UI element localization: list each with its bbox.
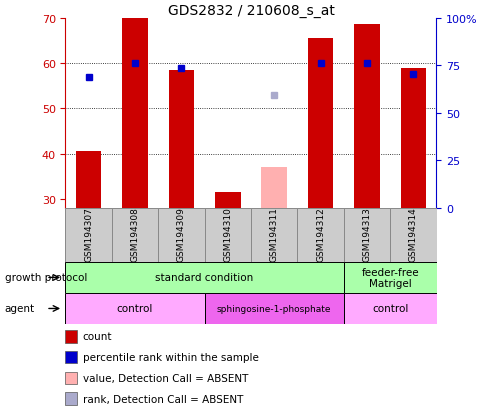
Bar: [353, 25, 379, 209]
Bar: [343, 209, 389, 262]
Text: GSM194314: GSM194314: [408, 207, 417, 262]
Text: percentile rank within the sample: percentile rank within the sample: [83, 352, 258, 362]
Text: GSM194308: GSM194308: [130, 207, 139, 262]
Bar: [204, 293, 343, 324]
Text: GSM194307: GSM194307: [84, 207, 93, 262]
Text: growth protocol: growth protocol: [5, 273, 87, 283]
Text: rank, Detection Call = ABSENT: rank, Detection Call = ABSENT: [83, 394, 242, 404]
Bar: [261, 168, 287, 209]
Bar: [168, 71, 194, 209]
Title: GDS2832 / 210608_s_at: GDS2832 / 210608_s_at: [167, 4, 334, 18]
Bar: [343, 262, 436, 293]
Bar: [76, 152, 101, 209]
Text: sphingosine-1-phosphate: sphingosine-1-phosphate: [216, 304, 331, 313]
Text: GSM194309: GSM194309: [177, 207, 185, 262]
Bar: [65, 262, 343, 293]
Bar: [214, 193, 240, 209]
Bar: [65, 392, 76, 405]
Bar: [65, 330, 76, 343]
Bar: [65, 293, 204, 324]
Bar: [297, 209, 343, 262]
Text: agent: agent: [5, 304, 35, 314]
Text: standard condition: standard condition: [155, 273, 253, 283]
Bar: [65, 351, 76, 363]
Bar: [65, 372, 76, 384]
Text: feeder-free
Matrigel: feeder-free Matrigel: [361, 267, 418, 289]
Bar: [343, 293, 436, 324]
Text: GSM194313: GSM194313: [362, 207, 371, 262]
Bar: [251, 209, 297, 262]
Text: control: control: [117, 304, 153, 314]
Text: GSM194310: GSM194310: [223, 207, 232, 262]
Bar: [400, 68, 425, 209]
Text: control: control: [371, 304, 408, 314]
Bar: [158, 209, 204, 262]
Text: value, Detection Call = ABSENT: value, Detection Call = ABSENT: [83, 373, 248, 383]
Text: GSM194312: GSM194312: [316, 207, 324, 262]
Bar: [389, 209, 436, 262]
Text: GSM194311: GSM194311: [269, 207, 278, 262]
Text: count: count: [83, 332, 112, 342]
Bar: [122, 19, 148, 209]
Bar: [112, 209, 158, 262]
Bar: [307, 39, 333, 209]
Bar: [65, 209, 112, 262]
Bar: [204, 209, 251, 262]
